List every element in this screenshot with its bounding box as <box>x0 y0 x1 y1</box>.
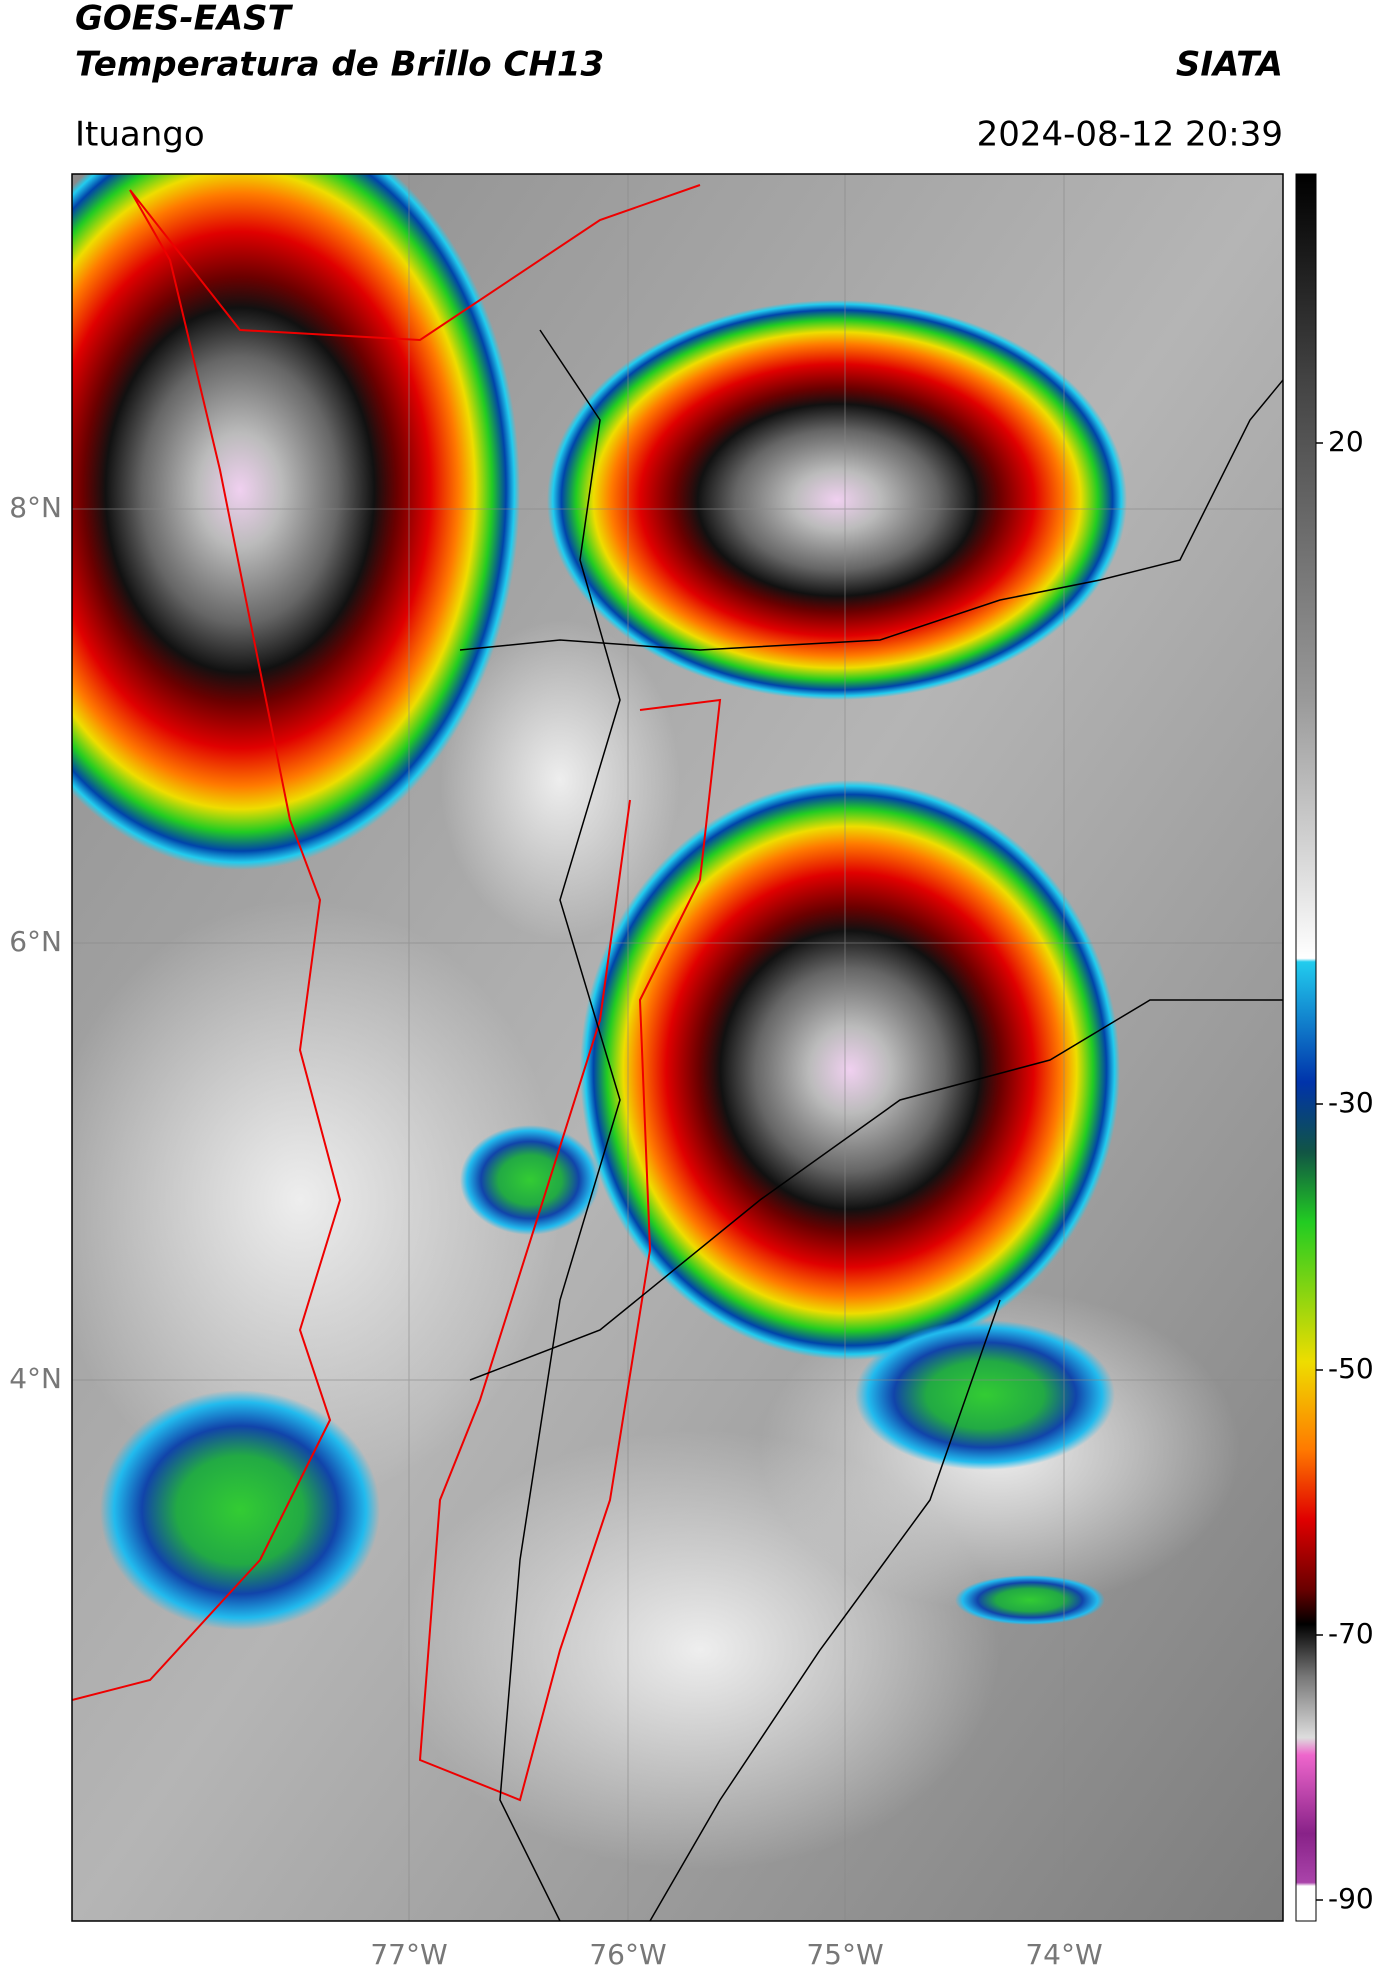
colorbar-label: -30 <box>1328 1086 1374 1119</box>
lat-label: 8°N <box>9 491 62 524</box>
border <box>459 379 1283 651</box>
convective-cell <box>460 1125 600 1235</box>
cloud <box>72 900 560 1500</box>
colorbar-label: -50 <box>1328 1352 1374 1385</box>
map-frame <box>71 173 1284 1922</box>
lat-label: 4°N <box>9 1362 62 1395</box>
lon-label: 76°W <box>589 1938 666 1971</box>
storm-cell <box>547 300 1127 700</box>
title: GOES-EAST <box>75 0 294 39</box>
storm-cell <box>580 780 1120 1360</box>
coastline <box>72 184 701 1701</box>
subtitle: Temperatura de Brillo CH13 <box>75 45 604 85</box>
convective-cell <box>100 1390 380 1630</box>
border <box>499 329 621 1921</box>
lat-label: 6°N <box>9 925 62 958</box>
colorbar <box>1295 173 1317 1922</box>
department-border <box>418 698 722 1802</box>
source: SIATA <box>1176 45 1283 85</box>
location: Ituango <box>75 115 205 155</box>
colorbar-label: -70 <box>1328 1617 1374 1650</box>
lon-label: 75°W <box>806 1938 883 1971</box>
convective-cell <box>955 1575 1105 1625</box>
border <box>649 1299 1001 1921</box>
map-image <box>72 174 1283 1921</box>
colorbar-label: 20 <box>1328 425 1364 458</box>
lon-label: 74°W <box>1025 1938 1102 1971</box>
storm-cell <box>72 174 520 870</box>
colorbar-label: -90 <box>1328 1882 1374 1915</box>
graticule <box>72 174 1283 1921</box>
convective-cell <box>855 1320 1115 1470</box>
lon-label: 77°W <box>370 1938 447 1971</box>
timestamp: 2024-08-12 20:39 <box>977 115 1283 155</box>
colorbar-ticks <box>1316 442 1323 1901</box>
border <box>469 999 1283 1381</box>
